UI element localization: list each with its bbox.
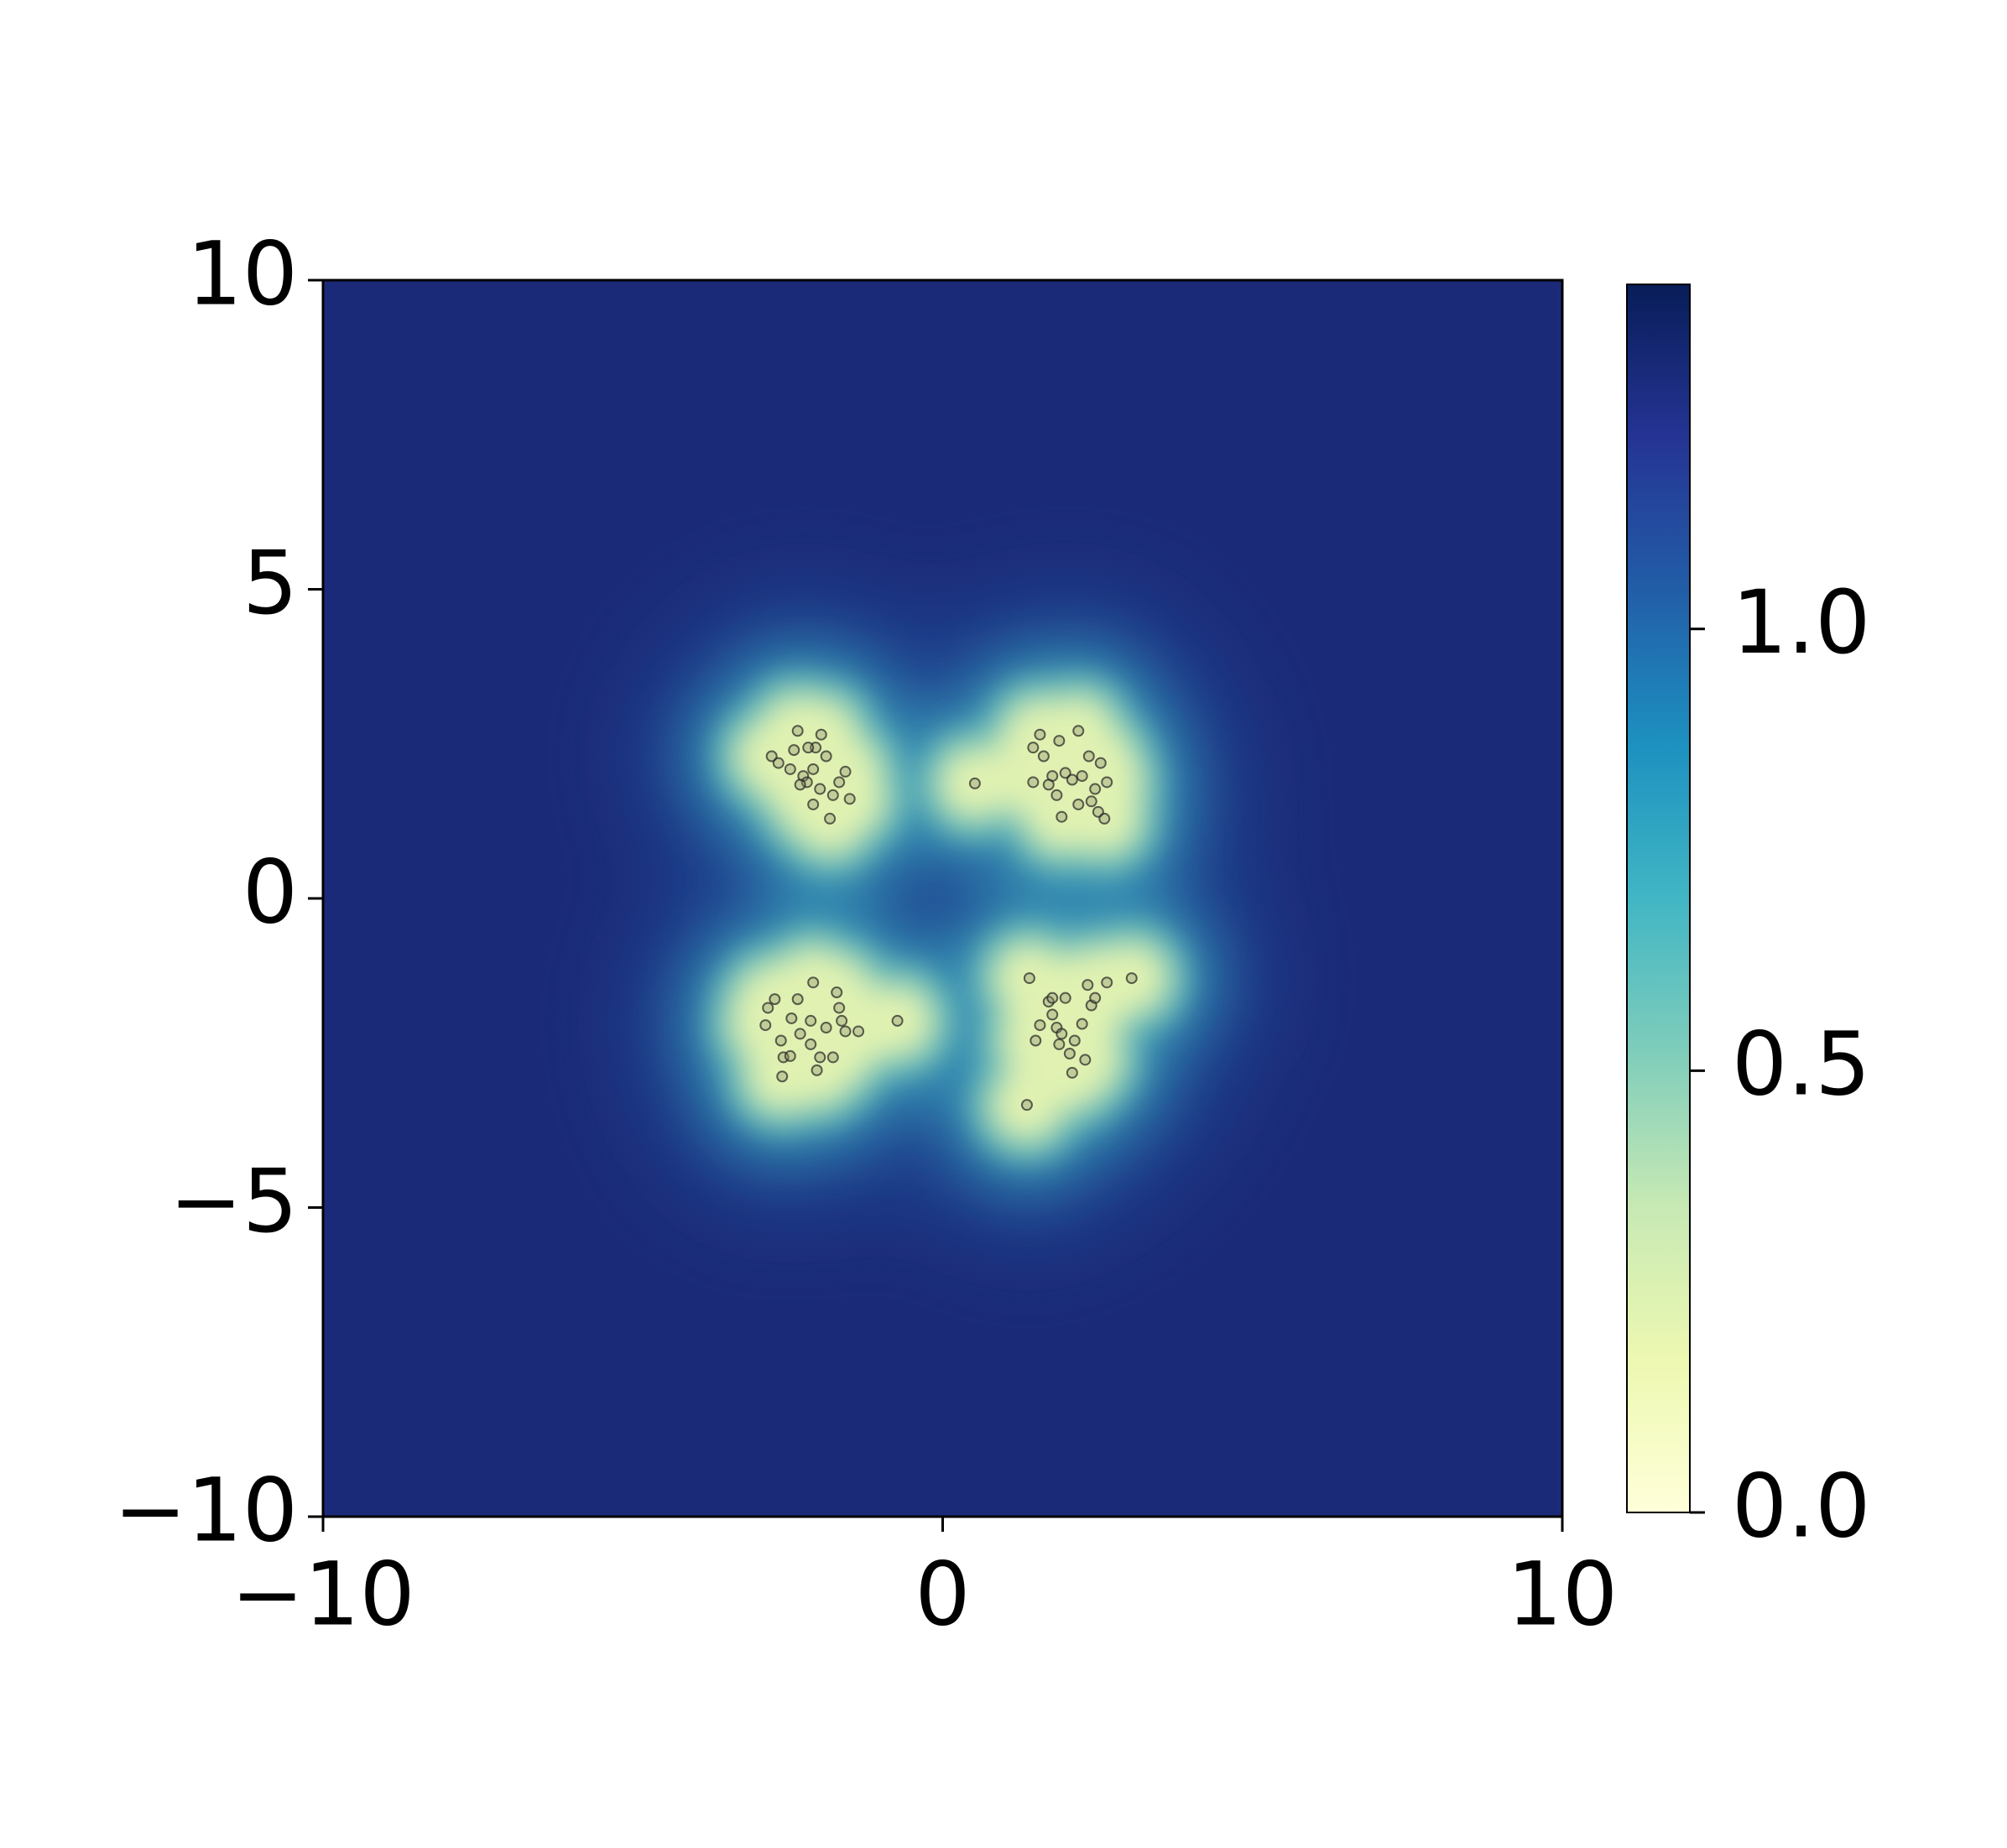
data-point	[772, 757, 785, 769]
data-point	[1037, 750, 1050, 763]
data-point	[1066, 1066, 1078, 1079]
data-point	[891, 1014, 904, 1027]
data-point	[1027, 742, 1040, 754]
data-point	[1023, 972, 1035, 985]
data-point	[762, 1002, 774, 1014]
data-point	[807, 798, 820, 810]
data-point	[1034, 1019, 1046, 1032]
colorbar-tick-label: 0.5	[1732, 1013, 1870, 1116]
x-tick-label: −10	[231, 1543, 414, 1645]
x-tick-label: 0	[915, 1543, 970, 1645]
data-point	[1125, 972, 1138, 985]
data-point	[811, 1064, 823, 1076]
data-point	[1066, 773, 1078, 786]
data-point	[839, 765, 852, 778]
data-point	[814, 783, 826, 795]
data-point	[794, 1028, 806, 1040]
data-point	[814, 1051, 826, 1064]
data-point	[791, 725, 804, 737]
y-tick-label: 0	[242, 841, 298, 943]
y-tick-label: 5	[242, 532, 298, 634]
data-point	[836, 1014, 848, 1027]
data-point	[785, 1012, 798, 1024]
data-point	[815, 728, 827, 741]
data-point	[1042, 778, 1055, 791]
density-field	[628, 594, 1269, 1242]
data-point	[776, 1070, 789, 1083]
data-point	[1030, 1034, 1042, 1047]
data-point	[1082, 979, 1094, 992]
data-point	[794, 778, 806, 791]
data-point	[820, 1022, 832, 1034]
data-point	[1098, 812, 1111, 825]
data-point	[802, 742, 815, 754]
data-point	[968, 777, 981, 789]
data-point	[1079, 1054, 1092, 1066]
data-point	[839, 1025, 852, 1038]
data-point	[852, 1025, 865, 1038]
data-point	[774, 1034, 787, 1047]
x-tick-label: 10	[1507, 1543, 1618, 1645]
colorbar-tick-label: 0.0	[1732, 1455, 1870, 1557]
data-point	[833, 1002, 846, 1014]
data-point	[1020, 1099, 1033, 1111]
data-point	[1027, 776, 1040, 789]
data-point	[1089, 992, 1102, 1004]
data-point	[1082, 750, 1095, 763]
data-point	[1063, 1047, 1076, 1059]
data-point	[1085, 795, 1097, 808]
density-glow	[760, 961, 836, 1037]
data-point	[1056, 1028, 1068, 1040]
data-point	[805, 1014, 817, 1027]
data-point	[1072, 798, 1085, 810]
data-point	[791, 993, 804, 1006]
density-glow	[812, 762, 888, 836]
data-point	[765, 750, 778, 763]
data-point	[831, 986, 843, 999]
data-point	[824, 812, 837, 825]
data-point	[1046, 1008, 1059, 1021]
data-point	[843, 793, 856, 805]
density-glow	[937, 746, 1013, 821]
data-point	[759, 1019, 772, 1032]
data-point	[1059, 767, 1071, 779]
data-point	[833, 776, 846, 789]
data-point	[1089, 783, 1102, 795]
density-glow	[753, 1018, 828, 1094]
data-point	[1059, 992, 1071, 1004]
data-point	[820, 750, 832, 763]
y-tick-label: −5	[169, 1150, 298, 1252]
data-point	[1076, 1018, 1088, 1030]
data-point	[807, 976, 820, 989]
data-point	[826, 1051, 839, 1064]
density-glow	[1094, 940, 1170, 1016]
data-point	[1076, 770, 1088, 783]
data-point	[1068, 1034, 1081, 1047]
data-point	[1053, 1038, 1066, 1050]
data-point	[1094, 757, 1107, 769]
y-tick-label: −10	[114, 1459, 298, 1561]
density-glow	[860, 983, 935, 1059]
data-point	[1101, 976, 1113, 989]
data-point	[1046, 992, 1059, 1004]
data-point	[807, 763, 820, 775]
data-point	[1034, 728, 1046, 741]
data-point	[1050, 789, 1063, 801]
data-point	[1072, 725, 1085, 737]
data-point	[784, 1049, 796, 1062]
data-point	[805, 1038, 817, 1050]
data-point	[1101, 776, 1113, 789]
data-point	[826, 789, 839, 801]
data-point	[1056, 810, 1068, 823]
data-point	[788, 744, 800, 757]
colorbar	[1626, 284, 1691, 1513]
data-point	[769, 993, 781, 1006]
colorbar-tick-label: 1.0	[1732, 571, 1870, 674]
data-point	[1053, 735, 1066, 747]
data-point	[784, 763, 796, 775]
y-tick-label: 10	[187, 222, 298, 325]
